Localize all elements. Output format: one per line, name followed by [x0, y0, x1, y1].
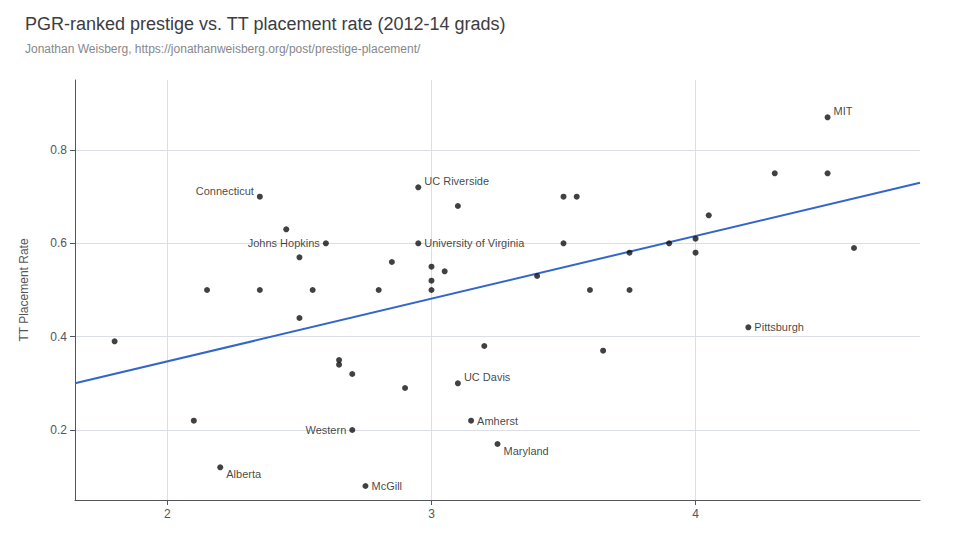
svg-text:0.8: 0.8: [50, 143, 67, 157]
svg-text:0.6: 0.6: [50, 236, 67, 250]
svg-text:Pittsburgh: Pittsburgh: [754, 321, 804, 333]
svg-text:0.2: 0.2: [50, 423, 67, 437]
svg-text:2: 2: [164, 507, 171, 521]
svg-text:Maryland: Maryland: [504, 445, 549, 457]
svg-text:Jonathan Weisberg, https://jon: Jonathan Weisberg, https://jonathanweisb…: [25, 42, 421, 56]
svg-text:Western: Western: [305, 424, 346, 436]
svg-text:Connecticut: Connecticut: [196, 185, 254, 197]
svg-text:4: 4: [692, 507, 699, 521]
svg-text:UC Riverside: UC Riverside: [424, 175, 489, 187]
svg-text:McGill: McGill: [371, 480, 402, 492]
svg-text:TT Placement Rate: TT Placement Rate: [17, 238, 31, 341]
svg-text:University of Virginia: University of Virginia: [424, 237, 525, 249]
svg-text:Johns Hopkins: Johns Hopkins: [248, 237, 321, 249]
svg-text:Alberta: Alberta: [226, 468, 262, 480]
svg-text:0.4: 0.4: [50, 330, 67, 344]
svg-text:UC Davis: UC Davis: [464, 371, 511, 383]
svg-text:Amherst: Amherst: [477, 415, 518, 427]
svg-text:3: 3: [428, 507, 435, 521]
svg-text:PGR-ranked prestige vs. TT pla: PGR-ranked prestige vs. TT placement rat…: [25, 14, 506, 34]
svg-text:MIT: MIT: [834, 105, 853, 117]
